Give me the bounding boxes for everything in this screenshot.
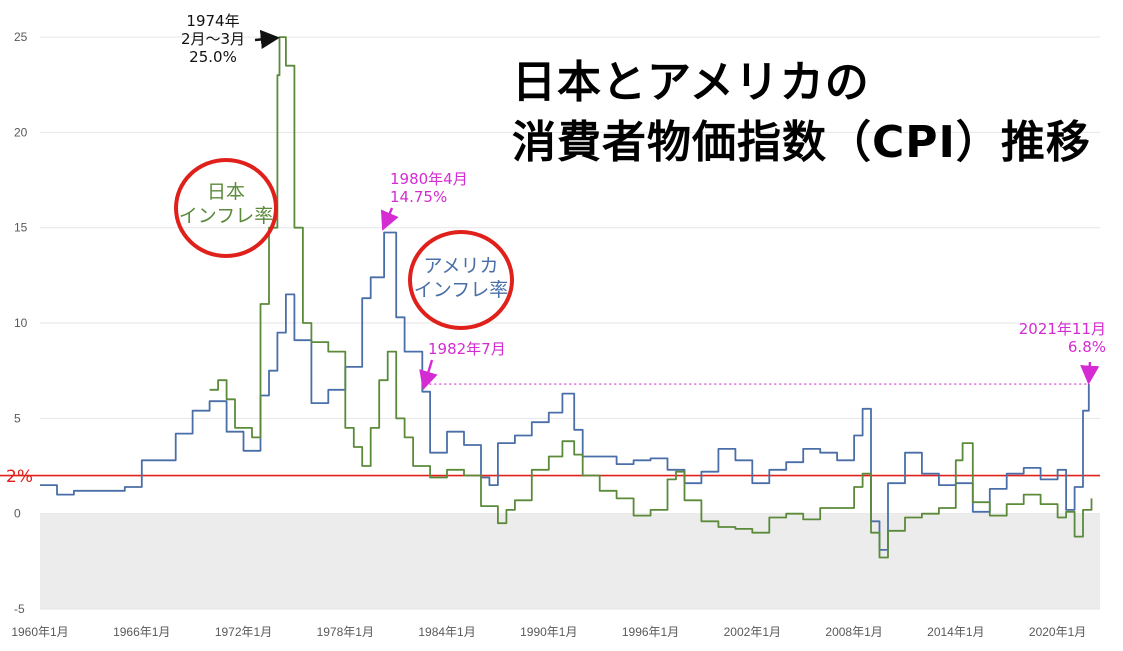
y-tick-label: 25 — [14, 30, 28, 44]
japan-series-label: 日本 インフレ率 — [174, 180, 278, 228]
japan-series-name: 日本 — [206, 181, 245, 203]
us-2021-annotation: 2021年11月 6.8% — [1010, 320, 1106, 356]
x-tick-label: 1996年1月 — [622, 625, 679, 639]
us-peak-1980-annotation: 1980年4月 14.75% — [390, 170, 468, 206]
us-series-name: アメリカ — [423, 255, 499, 277]
y-tick-label: 15 — [14, 221, 28, 235]
japan-peak-arrow — [254, 29, 280, 49]
x-tick-label: 1990年1月 — [520, 625, 577, 639]
chart-title-line-1: 日本とアメリカの — [512, 57, 870, 108]
x-tick-label: 1972年1月 — [215, 625, 272, 639]
us-cpi-line — [40, 231, 1090, 551]
us-peak-arrow — [380, 207, 399, 231]
y-tick-label: 10 — [14, 316, 28, 330]
x-tick-label: 1984年1月 — [418, 625, 475, 639]
x-tick-label: 2014年1月 — [927, 625, 984, 639]
us-series-sub: インフレ率 — [413, 279, 509, 301]
japan-series-sub: インフレ率 — [178, 205, 274, 227]
japan-label-circle — [174, 158, 278, 258]
japan-cpi-line — [209, 36, 1093, 559]
x-tick-label: 2002年1月 — [724, 625, 781, 639]
us-peak-date: 1980年4月 — [390, 170, 468, 188]
x-tick-label: 1978年1月 — [317, 625, 374, 639]
y-tick-label: -5 — [14, 602, 25, 616]
japan-peak-months: 2月～3月 — [180, 30, 246, 48]
two-percent-label: 2% — [6, 467, 33, 487]
y-tick-label: 20 — [14, 125, 28, 139]
japan-peak-value: 25.0% — [189, 48, 237, 66]
x-tick-label: 1966年1月 — [113, 625, 170, 639]
y-tick-label: 0 — [14, 507, 21, 521]
chart-title-line-2: 消費者物価指数（CPI）推移 — [512, 117, 1091, 168]
japan-peak-annotation: 1974年 2月～3月 25.0% — [168, 12, 258, 66]
us-2021-date: 2021年11月 — [1018, 320, 1106, 338]
us-1982-annotation: 1982年7月 — [428, 340, 506, 358]
us-peak-value: 14.75% — [390, 188, 448, 206]
negative-region — [40, 513, 1100, 609]
us-2021-value: 6.8% — [1067, 338, 1106, 356]
y-tick-label: 5 — [14, 411, 21, 425]
us-label-circle — [408, 230, 514, 330]
us-2021-arrow — [1080, 361, 1100, 385]
us-series-label: アメリカ インフレ率 — [408, 254, 514, 302]
x-tick-label: 1960年1月 — [11, 625, 68, 639]
x-tick-label: 2020年1月 — [1029, 625, 1086, 639]
japan-peak-year: 1974年 — [186, 12, 240, 30]
us-1982-arrow — [419, 359, 438, 391]
x-tick-label: 2008年1月 — [825, 625, 882, 639]
